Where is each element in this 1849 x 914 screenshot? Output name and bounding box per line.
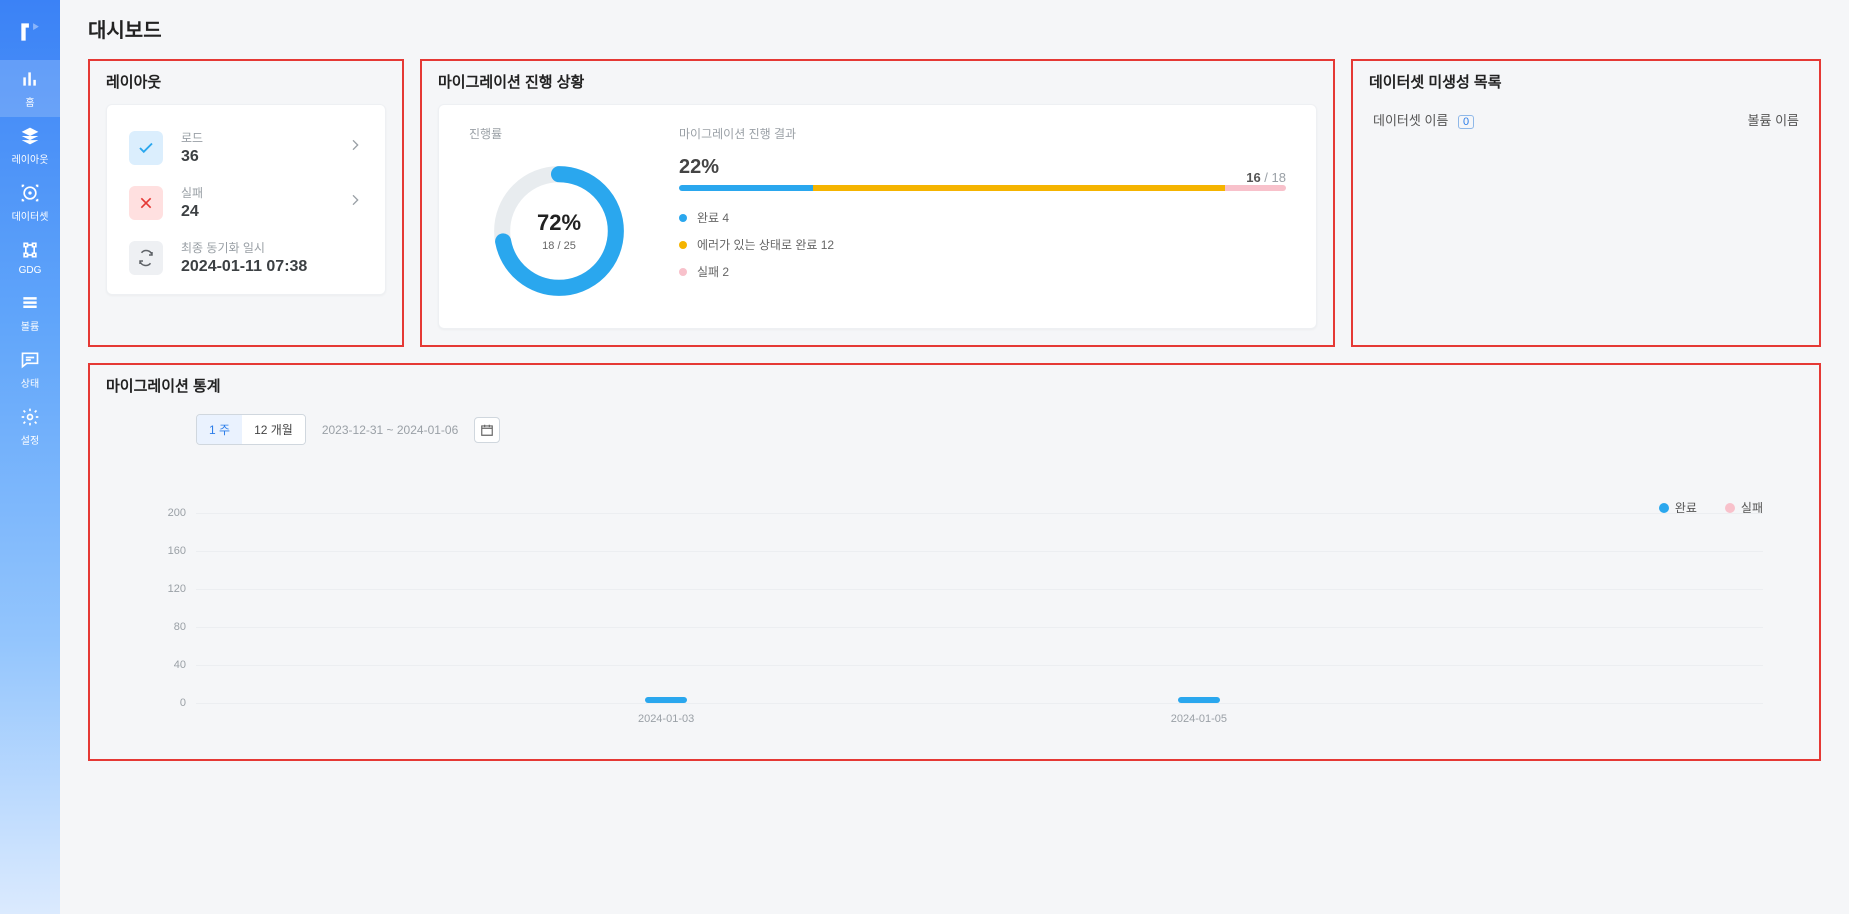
layout-row-최종 동기화 일시: 최종 동기화 일시 2024-01-11 07:38 [129,239,363,276]
gear-icon [19,406,41,428]
layout-row-로드[interactable]: 로드 36 [129,129,363,166]
x-icon [129,186,163,220]
time-range-segmented: 1 주12 개월 [196,414,306,445]
chart-bar [645,697,687,703]
message-icon [19,349,41,371]
dataset-panel: 데이터셋 미생성 목록 데이터셋 이름 0 볼륨 이름 [1351,59,1821,347]
layout-row-value: 24 [181,203,347,221]
progress-segment [813,185,1226,191]
dataset-table-header: 데이터셋 이름 0 볼륨 이름 [1369,104,1803,135]
calendar-icon [480,423,494,437]
x-axis-label: 2024-01-03 [638,713,694,725]
progress-segment [1225,185,1286,191]
sidebar: 홈레이아웃데이터셋 GDG 볼륨상태설정 [0,0,60,914]
layout-row-value: 2024-01-11 07:38 [181,258,363,276]
y-axis-label: 80 [174,621,186,633]
target-icon [19,182,41,204]
dataset-col-name: 데이터셋 이름 [1373,113,1448,128]
migration-card: 진행률 72% 18 / 25 마이그레이션 진행 결과 22% [438,104,1317,329]
y-axis-label: 160 [168,545,186,557]
layers-icon [19,125,41,147]
donut-percent: 72% [537,210,581,236]
sidebar-item-상태[interactable]: 상태 [0,341,60,398]
layout-row-실패[interactable]: 실패 24 [129,184,363,221]
sidebar-item-label: 설정 [21,432,39,447]
page-title: 대시보드 [88,14,1821,43]
stats-panel: 마이그레이션 통계 1 주12 개월 2023-12-31 ~ 2024-01-… [88,363,1821,761]
y-axis-label: 120 [168,583,186,595]
stats-panel-title: 마이그레이션 통계 [106,375,1803,396]
sidebar-item-GDG[interactable]: GDG [0,231,60,284]
gridline [196,665,1763,666]
y-axis-label: 0 [180,697,186,709]
chevron-right-icon [347,137,363,158]
gridline [196,703,1763,704]
y-axis-label: 40 [174,659,186,671]
main: 대시보드 레이아웃 로드 36 실패 24 최종 동기화 일시 2024-01-11 07… [60,0,1849,785]
layout-panel-title: 레이아웃 [106,71,386,92]
bar-chart-icon [19,68,41,90]
dataset-panel-title: 데이터셋 미생성 목록 [1369,71,1803,92]
sidebar-item-설정[interactable]: 설정 [0,398,60,455]
donut-chart: 72% 18 / 25 [484,156,634,306]
migration-panel-title: 마이그레이션 진행 상황 [438,71,1317,92]
gridline [196,627,1763,628]
range-button-1 주[interactable]: 1 주 [197,415,242,444]
sidebar-item-label: 볼륨 [21,318,39,333]
layout-panel: 레이아웃 로드 36 실패 24 최종 동기화 일시 2024-01-11 07:38 [88,59,404,347]
layout-row-label: 실패 [181,184,347,201]
migration-bar-count: 16 / 18 [1246,170,1286,185]
chart-bar [1178,697,1220,703]
dataset-count-badge: 0 [1458,115,1474,129]
legend-item: 실패 2 [679,263,1286,280]
layout-card: 로드 36 실패 24 최종 동기화 일시 2024-01-11 07:38 [106,104,386,295]
calendar-button[interactable] [474,417,500,443]
range-button-12 개월[interactable]: 12 개월 [242,415,305,444]
chevron-right-icon [347,192,363,213]
sidebar-item-label: 홈 [25,94,34,109]
migration-panel: 마이그레이션 진행 상황 진행률 72% 18 / 25 마이그레이션 진행 결… [420,59,1335,347]
date-range-label: 2023-12-31 ~ 2024-01-06 [322,423,458,437]
layout-row-value: 36 [181,148,347,166]
gridline [196,589,1763,590]
x-axis-label: 2024-01-05 [1171,713,1227,725]
app-logo [14,16,46,48]
gridline [196,513,1763,514]
sidebar-item-홈[interactable]: 홈 [0,60,60,117]
legend-item: 에러가 있는 상태로 완료 12 [679,236,1286,253]
legend-item: 완료 4 [679,209,1286,226]
gdg-icon [19,239,41,261]
migration-bar-percent: 22% [679,156,719,179]
dataset-col-volume: 볼륨 이름 [1748,110,1799,129]
sidebar-item-label: 레이아웃 [12,151,49,166]
gridline [196,551,1763,552]
sidebar-item-label: GDG [19,265,42,276]
sidebar-item-레이아웃[interactable]: 레이아웃 [0,117,60,174]
stats-chart: 완료실패 040801201602002024-01-032024-01-05 [106,453,1803,743]
sidebar-item-label: 데이터셋 [12,208,49,223]
sidebar-item-label: 상태 [21,375,39,390]
donut-fraction: 18 / 25 [542,240,576,252]
sidebar-item-데이터셋[interactable]: 데이터셋 [0,174,60,231]
sidebar-item-볼륨[interactable]: 볼륨 [0,284,60,341]
migration-result-subtitle: 마이그레이션 진행 결과 [679,125,1286,142]
migration-progress-bar [679,185,1286,191]
list-icon [19,292,41,314]
check-icon [129,131,163,165]
y-axis-label: 200 [168,507,186,519]
migration-progress-subtitle: 진행률 [469,125,649,142]
progress-segment [679,185,813,191]
sync-icon [129,241,163,275]
layout-row-label: 최종 동기화 일시 [181,239,363,256]
layout-row-label: 로드 [181,129,347,146]
